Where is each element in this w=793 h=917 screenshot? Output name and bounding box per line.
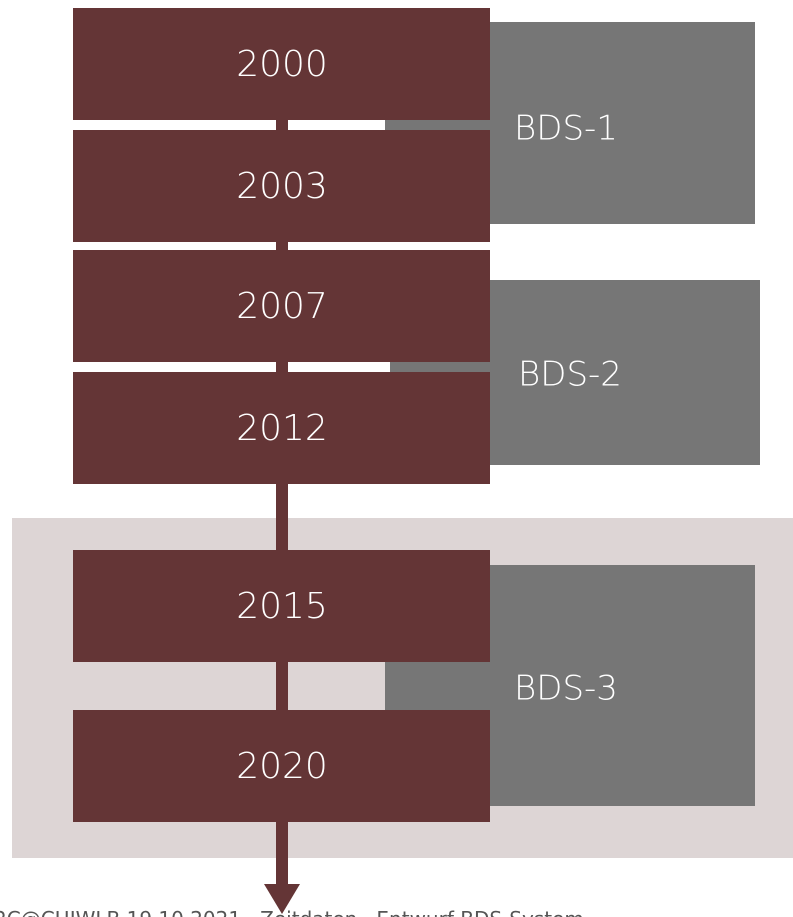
- year-label: 2020: [236, 746, 328, 787]
- year-box: [73, 710, 490, 822]
- year-label: 2007: [236, 286, 328, 327]
- phase-label: BDS-1: [514, 109, 618, 149]
- year-box: [73, 250, 490, 362]
- year-label: 2012: [236, 408, 328, 449]
- year-box: [73, 372, 490, 484]
- year-label: 2000: [236, 44, 328, 85]
- year-box: [73, 130, 490, 242]
- phase-label: BDS-3: [514, 669, 618, 709]
- year-box: [73, 550, 490, 662]
- footer-text: 2C@CHIWLB 19.10.2021 · Zeitdaten · Entwu…: [0, 907, 584, 917]
- year-box: [73, 8, 490, 120]
- phase-label: BDS-2: [518, 355, 622, 395]
- year-label: 2015: [236, 586, 328, 627]
- year-boxes: 2000 2003 2007 2012 2015 2020: [73, 8, 490, 822]
- year-label: 2003: [236, 166, 328, 207]
- timeline-arrow: [264, 884, 300, 914]
